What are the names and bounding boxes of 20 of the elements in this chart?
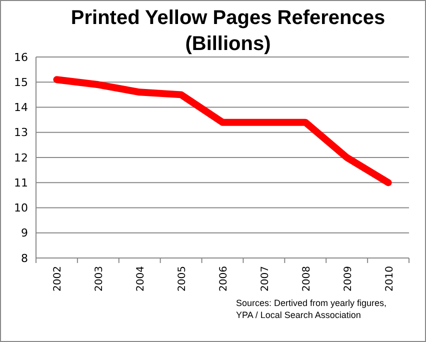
y-tick-label: 15 <box>14 76 28 89</box>
x-tick-label: 2010 <box>384 266 396 292</box>
y-tick-label: 11 <box>14 176 28 190</box>
y-tick-label: 8 <box>21 252 28 265</box>
y-tick-label: 14 <box>14 101 28 114</box>
x-tick-label: 2007 <box>260 266 271 292</box>
x-tick-label: 2006 <box>218 266 230 292</box>
y-tick-label: 9 <box>21 226 28 240</box>
y-tick-label: 10 <box>14 202 28 215</box>
y-tick-label: 16 <box>14 50 28 64</box>
x-tick-label: 2004 <box>136 266 147 292</box>
x-tick-label: 2003 <box>94 266 106 292</box>
x-tick-label: 2008 <box>301 266 312 292</box>
chart-title: Printed Yellow Pages References (Billions) <box>70 7 386 55</box>
x-tick-label: 2009 <box>342 266 354 292</box>
source-note: Sources: Dertived from yearly figures, YPA / Local Search Association <box>236 298 387 320</box>
x-tick-label: 2005 <box>177 266 188 292</box>
y-tick-label: 12 <box>14 151 28 164</box>
x-tick-label: 2002 <box>52 266 64 292</box>
y-tick-label: 13 <box>14 126 28 140</box>
